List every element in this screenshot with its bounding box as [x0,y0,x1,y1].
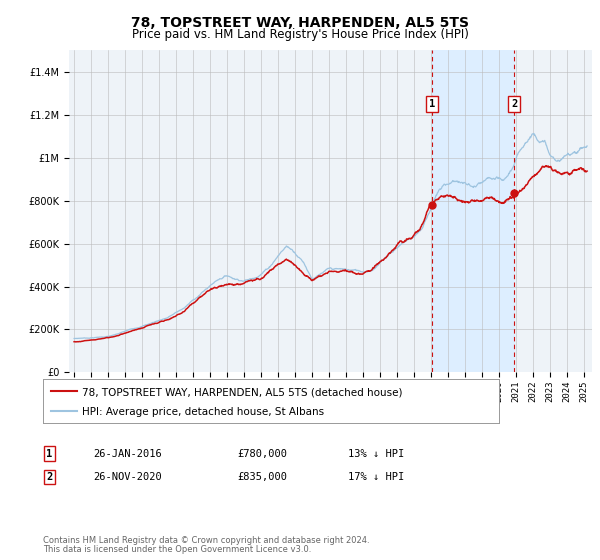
Text: 17% ↓ HPI: 17% ↓ HPI [348,472,404,482]
Text: 26-NOV-2020: 26-NOV-2020 [93,472,162,482]
Text: £835,000: £835,000 [237,472,287,482]
Text: 1: 1 [46,449,52,459]
Text: Price paid vs. HM Land Registry's House Price Index (HPI): Price paid vs. HM Land Registry's House … [131,28,469,41]
Text: 78, TOPSTREET WAY, HARPENDEN, AL5 5TS (detached house): 78, TOPSTREET WAY, HARPENDEN, AL5 5TS (d… [82,387,403,397]
Text: 78, TOPSTREET WAY, HARPENDEN, AL5 5TS: 78, TOPSTREET WAY, HARPENDEN, AL5 5TS [131,16,469,30]
Text: HPI: Average price, detached house, St Albans: HPI: Average price, detached house, St A… [82,407,324,417]
Text: 1: 1 [429,99,435,109]
Text: This data is licensed under the Open Government Licence v3.0.: This data is licensed under the Open Gov… [43,545,311,554]
Text: 2: 2 [511,99,518,109]
Text: 2: 2 [46,472,52,482]
Text: Contains HM Land Registry data © Crown copyright and database right 2024.: Contains HM Land Registry data © Crown c… [43,536,370,545]
Bar [432,50,514,372]
Text: £780,000: £780,000 [237,449,287,459]
Text: 26-JAN-2016: 26-JAN-2016 [93,449,162,459]
Text: 13% ↓ HPI: 13% ↓ HPI [348,449,404,459]
